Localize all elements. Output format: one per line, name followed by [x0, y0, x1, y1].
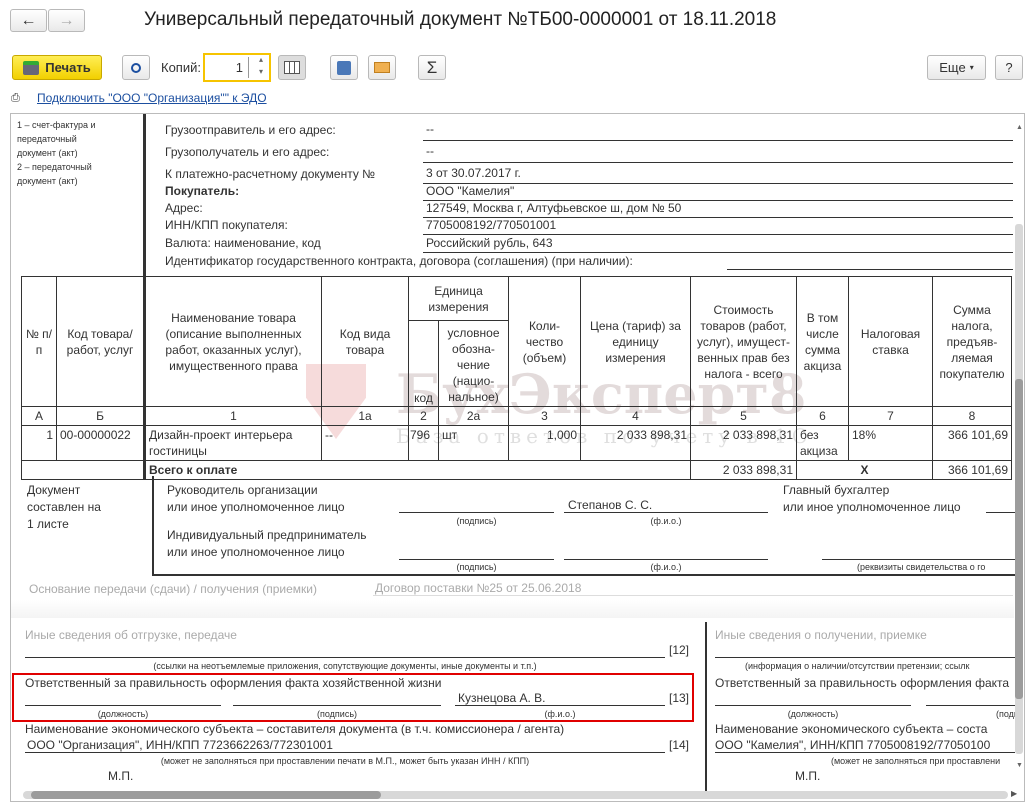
total-row: Всего к оплате 2 033 898,31 X 366 101,69	[21, 460, 1012, 480]
forward-button[interactable]: →	[48, 9, 85, 32]
sigma-icon: Σ	[426, 57, 438, 77]
responsible-person-highlight	[12, 673, 694, 722]
edo-icon: ⎙	[11, 92, 20, 104]
print-button[interactable]: Печать	[12, 55, 102, 80]
more-menu-button[interactable]: Еще ▾	[927, 55, 986, 80]
magnifier-icon	[131, 62, 141, 73]
chevron-down-icon: ▾	[969, 63, 974, 72]
sheets-note: Документ составлен на 1 листе	[27, 483, 101, 531]
scroll-down-icon: ▼	[1016, 762, 1023, 769]
sum-button[interactable]: Σ	[418, 55, 446, 80]
vertical-scrollbar[interactable]: ▲ ▼	[1014, 114, 1024, 791]
table-header-row: № п/п Код товара/ работ, услуг Наименова…	[21, 276, 1012, 407]
preview-button[interactable]	[122, 55, 150, 80]
document-status-note: 1 – счет-фактура и передаточный документ (…	[17, 120, 96, 186]
table-row: 1 00-00000022 Дизайн-проект интерьера го…	[21, 425, 1012, 461]
goods-table: № п/п Код товара/ работ, услуг Наименова…	[21, 276, 1012, 480]
document-viewer: БухЭксперт8 База ответов по учету в 1С 1…	[10, 113, 1025, 802]
arrow-right-icon: →	[58, 11, 75, 29]
table-edit-icon	[284, 61, 300, 74]
basis-label: Основание передачи (сдачи) / получения (…	[29, 582, 317, 596]
spin-down-icon[interactable]: ▾	[258, 67, 263, 76]
column-numbers-row: А Б 1 1а 2 2а 3 4 5 6 7 8	[21, 406, 1012, 426]
save-button[interactable]	[330, 55, 358, 80]
copies-stepper[interactable]: 1 ▴ ▾	[203, 53, 271, 82]
spin-up-icon[interactable]: ▴	[258, 55, 263, 64]
envelope-icon	[374, 62, 390, 73]
scroll-right-icon: ▶	[1011, 789, 1018, 798]
arrow-left-icon: ←	[20, 11, 37, 29]
email-button[interactable]	[368, 55, 396, 80]
floppy-icon	[337, 60, 351, 75]
horizontal-scrollbar[interactable]: ▶	[23, 789, 1017, 800]
basis-value: Договор поставки №25 от 25.06.2018	[373, 581, 1013, 596]
back-button[interactable]: ←	[10, 9, 47, 32]
scroll-up-icon: ▲	[1016, 124, 1023, 131]
printer-icon	[23, 60, 40, 75]
help-button[interactable]: ?	[995, 55, 1023, 80]
connect-edo-link[interactable]: Подключить "ООО "Организация"" к ЭДО	[37, 91, 267, 105]
window-title: Универсальный передаточный документ №ТБ0…	[144, 9, 777, 30]
copies-label: Копий:	[161, 60, 201, 75]
edit-table-button[interactable]	[278, 55, 306, 80]
